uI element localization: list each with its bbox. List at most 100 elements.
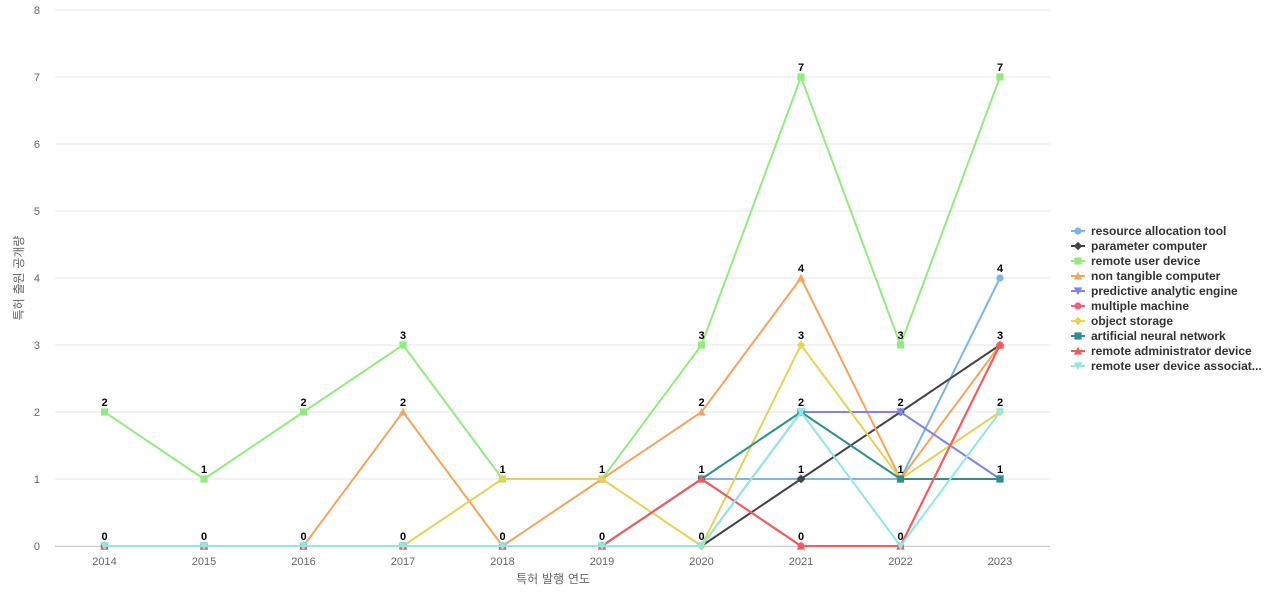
- data-label: 1: [499, 464, 505, 476]
- x-axis-title: 특허 발행 연도: [516, 571, 590, 586]
- data-point[interactable]: [697, 474, 706, 483]
- legend-item[interactable]: predictive analytic engine: [1071, 284, 1238, 298]
- data-label: 0: [201, 531, 207, 543]
- data-label: 2: [300, 397, 306, 409]
- data-point[interactable]: [697, 542, 706, 551]
- data-point[interactable]: [199, 542, 209, 551]
- legend-marker[interactable]: [1073, 316, 1083, 326]
- data-label: 0: [798, 531, 804, 543]
- series-5: [100, 341, 1004, 550]
- data-point[interactable]: [299, 542, 308, 551]
- data-label: 1: [599, 464, 605, 476]
- data-label: 0: [300, 531, 306, 543]
- data-point[interactable]: [896, 475, 905, 483]
- data-point[interactable]: [100, 542, 109, 551]
- series-8: [100, 340, 1005, 550]
- x-tick-label: 2014: [92, 556, 116, 568]
- series-line: [103, 411, 1001, 547]
- legend-item[interactable]: parameter computer: [1071, 239, 1207, 253]
- legend-marker[interactable]: [1074, 332, 1082, 340]
- data-label: 0: [400, 531, 406, 543]
- legend-marker[interactable]: [1073, 362, 1083, 371]
- legend-label: predictive analytic engine: [1091, 284, 1238, 298]
- legend-item[interactable]: artificial neural network: [1071, 329, 1226, 343]
- data-point[interactable]: [797, 73, 805, 81]
- legend-item[interactable]: resource allocation tool: [1071, 224, 1226, 238]
- data-point[interactable]: [597, 474, 607, 484]
- data-point[interactable]: [896, 542, 905, 551]
- data-point[interactable]: [995, 408, 1005, 417]
- legend-label: non tangible computer: [1091, 269, 1221, 283]
- series-6: [100, 340, 1005, 551]
- data-point[interactable]: [498, 474, 507, 484]
- data-point[interactable]: [299, 408, 308, 416]
- data-point[interactable]: [796, 541, 806, 550]
- y-tick-label: 3: [34, 340, 40, 352]
- x-tick-label: 2021: [789, 556, 813, 568]
- legend-item[interactable]: object storage: [1071, 314, 1173, 328]
- legend-marker[interactable]: [1074, 302, 1082, 310]
- data-point[interactable]: [896, 341, 905, 349]
- legend-label: resource allocation tool: [1091, 224, 1226, 238]
- data-label: 1: [798, 464, 804, 476]
- legend-item[interactable]: remote user device associat...: [1071, 359, 1262, 373]
- y-tick-label: 0: [34, 541, 40, 553]
- x-tick-label: 2018: [490, 556, 514, 568]
- data-point[interactable]: [796, 273, 806, 282]
- y-tick-label: 5: [34, 206, 40, 218]
- x-tick-label: 2019: [590, 556, 614, 568]
- data-point[interactable]: [399, 341, 407, 349]
- data-label: 3: [997, 330, 1003, 342]
- data-point[interactable]: [996, 274, 1004, 282]
- x-tick-label: 2017: [391, 556, 415, 568]
- legend-marker[interactable]: [1074, 257, 1082, 265]
- series-1: [100, 340, 1005, 551]
- legend-marker[interactable]: [1073, 241, 1083, 251]
- y-tick-label: 4: [34, 273, 40, 285]
- data-point[interactable]: [996, 475, 1004, 483]
- data-point[interactable]: [796, 408, 806, 417]
- legend-marker[interactable]: [1073, 287, 1083, 296]
- data-point[interactable]: [100, 408, 109, 416]
- x-tick-label: 2016: [291, 556, 315, 568]
- legend-label: parameter computer: [1091, 239, 1207, 253]
- data-label: 1: [698, 464, 704, 476]
- legend-item[interactable]: non tangible computer: [1071, 269, 1221, 283]
- data-point[interactable]: [995, 340, 1005, 349]
- legend-label: remote administrator device: [1091, 344, 1252, 358]
- data-point[interactable]: [498, 542, 507, 551]
- legend-label: remote user device associat...: [1091, 359, 1262, 373]
- data-label: 2: [698, 397, 704, 409]
- legend-marker[interactable]: [1073, 271, 1083, 280]
- data-point[interactable]: [896, 408, 905, 417]
- data-point[interactable]: [597, 542, 607, 551]
- data-point[interactable]: [796, 474, 806, 484]
- data-label: 4: [798, 263, 805, 275]
- data-point[interactable]: [796, 340, 806, 350]
- data-label: 2: [101, 397, 107, 409]
- legend-label: artificial neural network: [1091, 329, 1226, 343]
- data-label: 0: [698, 531, 704, 543]
- series-line: [103, 344, 1001, 547]
- data-label: 3: [798, 330, 804, 342]
- data-point[interactable]: [996, 73, 1004, 81]
- data-point[interactable]: [697, 341, 706, 349]
- legend-marker[interactable]: [1073, 346, 1083, 355]
- legend-item[interactable]: multiple machine: [1071, 299, 1189, 313]
- y-tick-label: 1: [34, 474, 40, 486]
- legend-item[interactable]: remote administrator device: [1071, 344, 1252, 358]
- data-point[interactable]: [398, 407, 408, 416]
- legend-label: remote user device: [1091, 254, 1201, 268]
- data-label: 0: [599, 531, 605, 543]
- x-tick-label: 2015: [192, 556, 216, 568]
- legend-item[interactable]: remote user device: [1071, 254, 1201, 268]
- data-label: 7: [798, 62, 804, 74]
- data-point[interactable]: [697, 407, 706, 416]
- data-point[interactable]: [398, 542, 408, 551]
- legend-marker[interactable]: [1074, 227, 1082, 235]
- data-point[interactable]: [200, 475, 208, 483]
- y-tick-label: 8: [34, 5, 40, 17]
